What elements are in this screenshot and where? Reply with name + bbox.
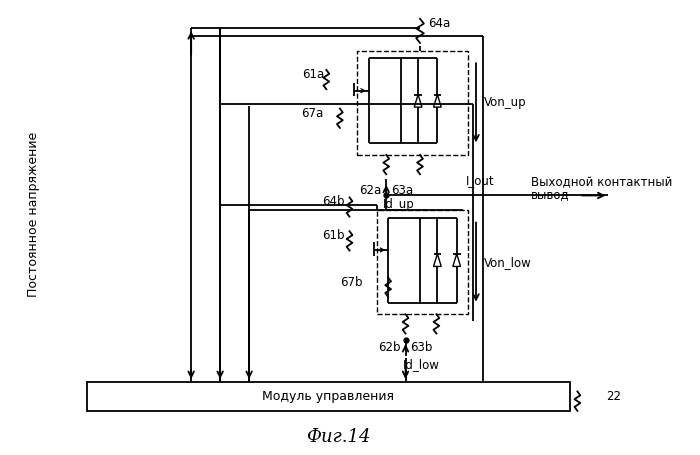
Text: Id_low: Id_low bbox=[402, 358, 440, 371]
Text: Von_low: Von_low bbox=[484, 256, 531, 268]
Text: 67b: 67b bbox=[340, 276, 363, 288]
Text: Id_up: Id_up bbox=[384, 198, 415, 212]
Bar bbox=[377, 210, 468, 314]
Text: 62b: 62b bbox=[378, 341, 400, 354]
Text: Von_up: Von_up bbox=[484, 96, 526, 109]
Text: 63b: 63b bbox=[410, 341, 433, 354]
Text: 64b: 64b bbox=[323, 194, 345, 207]
Text: I_out: I_out bbox=[466, 174, 494, 187]
Bar bbox=[357, 51, 468, 155]
Text: 63a: 63a bbox=[391, 184, 413, 197]
Text: вывод: вывод bbox=[531, 188, 570, 201]
Text: Модуль управления: Модуль управления bbox=[262, 390, 394, 403]
Text: 67a: 67a bbox=[301, 106, 323, 120]
Text: 22: 22 bbox=[606, 390, 622, 403]
Text: Фиг.14: Фиг.14 bbox=[306, 428, 370, 446]
Text: 61b: 61b bbox=[323, 229, 345, 242]
Text: 64a: 64a bbox=[428, 17, 450, 30]
Text: 61a: 61a bbox=[302, 68, 325, 81]
Text: Постоянное напряжение: Постоянное напряжение bbox=[27, 132, 41, 298]
Bar bbox=[87, 382, 570, 411]
Text: 62a: 62a bbox=[359, 184, 382, 197]
Text: Выходной контактный: Выходной контактный bbox=[531, 176, 673, 189]
